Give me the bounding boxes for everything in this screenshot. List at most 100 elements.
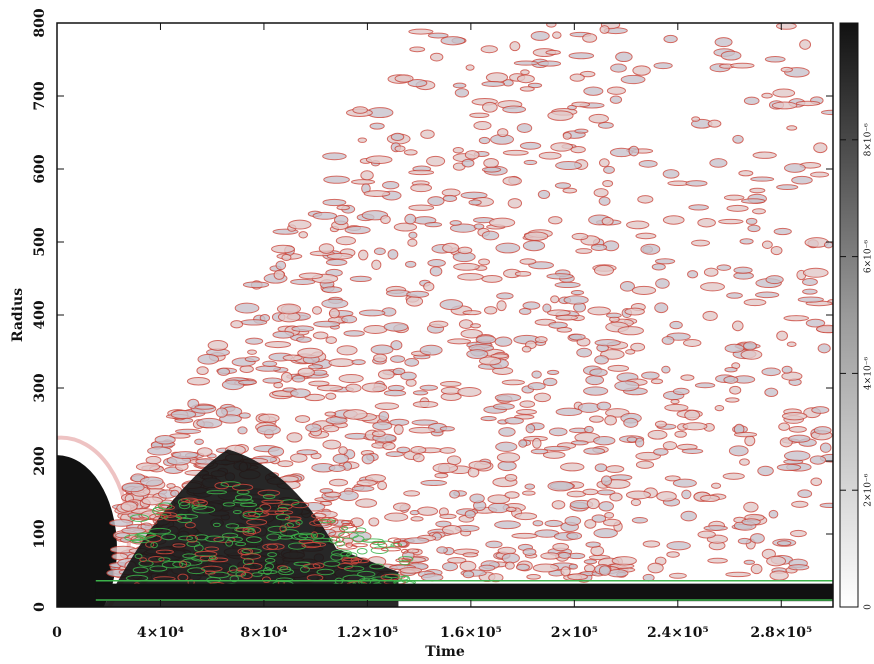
texture-blob: [672, 478, 697, 488]
texture-blob: [585, 374, 605, 386]
texture-blob: [632, 65, 651, 76]
texture-blob: [749, 187, 766, 194]
texture-blob: [387, 249, 399, 260]
texture-blob: [350, 179, 376, 185]
texture-blob: [598, 501, 614, 512]
texture-blob: [204, 546, 220, 552]
texture-blob: [351, 485, 375, 492]
texture-blob: [504, 473, 518, 482]
texture-blob: [361, 382, 388, 393]
texture-blob: [240, 571, 253, 580]
texture-blob: [158, 557, 171, 562]
texture-blob: [788, 564, 810, 571]
texture-blob: [519, 86, 535, 92]
texture-blob: [630, 498, 642, 507]
texture-blob: [420, 479, 448, 486]
texture-blob: [271, 244, 295, 254]
colorbar-tick-label: 8×10⁻⁶: [864, 123, 874, 156]
texture-blob: [370, 344, 394, 355]
texture-blob: [338, 531, 359, 539]
texture-blob: [371, 540, 386, 545]
texture-blob: [384, 512, 409, 522]
texture-blob: [700, 494, 720, 503]
texture-blob: [243, 562, 263, 571]
texture-blob: [171, 451, 199, 459]
texture-blob: [802, 267, 829, 278]
texture-blob: [449, 220, 462, 226]
texture-blob: [291, 325, 315, 332]
texture-blob: [819, 442, 832, 453]
texture-blob: [497, 128, 509, 138]
texture-blob: [430, 52, 444, 62]
texture-blob: [583, 447, 606, 455]
texture-blob: [602, 179, 614, 188]
texture-blob: [550, 142, 574, 152]
texture-blob: [732, 134, 744, 144]
texture-blob: [328, 308, 340, 319]
texture-blob: [702, 310, 718, 322]
texture-blob: [631, 285, 657, 295]
texture-blob: [152, 507, 165, 515]
texture-blob: [325, 336, 337, 344]
texture-blob: [338, 373, 364, 384]
texture-blob: [726, 204, 749, 212]
texture-blob: [309, 520, 332, 527]
texture-blob: [147, 446, 172, 456]
texture-blob: [555, 407, 583, 417]
texture-blob: [765, 275, 784, 285]
texture-blob: [538, 151, 562, 160]
texture-blob: [400, 548, 409, 554]
texture-blob: [57, 455, 117, 607]
texture-blob: [743, 501, 759, 513]
texture-blob: [554, 182, 572, 189]
texture-blob: [291, 374, 306, 383]
texture-blob: [651, 263, 666, 271]
texture-blob: [332, 453, 349, 464]
texture-blob: [524, 483, 536, 490]
texture-blob: [542, 377, 558, 387]
texture-blob: [772, 88, 796, 98]
texture-blob: [724, 367, 738, 373]
texture-blob: [312, 331, 329, 340]
texture-blob: [575, 248, 593, 254]
texture-blob: [739, 238, 754, 245]
texture-blob: [691, 116, 701, 122]
texture-blob: [593, 528, 618, 539]
texture-blob: [429, 320, 449, 329]
texture-blob: [179, 560, 188, 568]
texture-blob: [267, 552, 277, 558]
texture-blob: [752, 151, 777, 159]
texture-blob: [597, 121, 614, 129]
texture-blob: [492, 403, 515, 411]
texture-blob: [361, 538, 384, 543]
texture-blob: [262, 567, 272, 575]
texture-blob: [757, 465, 774, 477]
texture-blob: [750, 563, 763, 575]
texture-blob: [192, 506, 216, 514]
texture-blob: [809, 455, 827, 465]
texture-blob: [311, 306, 323, 315]
texture-blob: [481, 80, 506, 87]
texture-blob: [776, 184, 799, 191]
texture-blob: [124, 534, 147, 542]
texture-blob: [593, 188, 609, 198]
texture-blob: [393, 222, 418, 232]
texture-blob: [514, 512, 538, 521]
texture-blob: [392, 502, 411, 512]
colorbar-tick-label: 6×10⁻⁶: [864, 240, 874, 273]
texture-blob: [207, 339, 229, 351]
texture-blob: [531, 370, 542, 379]
texture-blob: [722, 472, 745, 480]
texture-blob: [817, 343, 831, 354]
texture-blob: [139, 476, 164, 487]
colorbar-tick-label: 2×10⁻⁶: [864, 473, 874, 506]
texture-blob: [516, 123, 533, 134]
texture-blob: [215, 407, 228, 418]
texture-blob: [458, 319, 474, 329]
texture-blob: [527, 82, 543, 89]
texture-blob: [718, 218, 744, 225]
texture-blob: [716, 264, 732, 271]
texture-blob: [196, 447, 213, 457]
texture-blob: [733, 431, 758, 438]
texture-blob: [488, 502, 510, 514]
